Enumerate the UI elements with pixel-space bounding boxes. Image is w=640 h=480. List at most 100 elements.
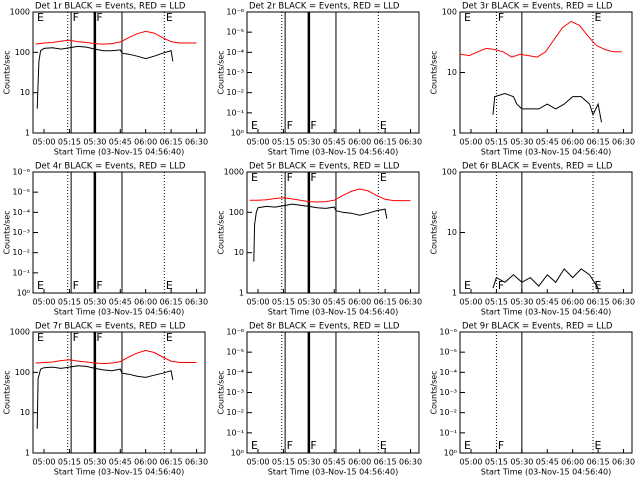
y-tick-label: 10⁻⁴	[12, 208, 30, 217]
flag-label: E	[464, 11, 471, 24]
series-line	[36, 365, 174, 429]
flag-label: F	[310, 439, 316, 452]
flag-label: F	[498, 439, 504, 452]
flag-label: E	[251, 119, 258, 132]
x-tick-label: 06:15	[587, 458, 610, 467]
x-tick-label: 05:15	[272, 298, 295, 307]
x-tick-label: 05:15	[58, 298, 81, 307]
x-tick-label: 06:00	[134, 138, 157, 147]
x-tick-label: 05:30	[510, 458, 533, 467]
chart-title: Det 8r BLACK = Events, RED = LLD	[249, 322, 400, 332]
x-tick-label: 06:00	[134, 298, 157, 307]
x-tick-label: 06:00	[561, 458, 584, 467]
x-tick-label: 06:00	[348, 138, 371, 147]
x-tick-label: 05:15	[485, 298, 508, 307]
series-line	[35, 30, 197, 45]
y-axis-label: Counts/sec	[3, 210, 12, 254]
y-tick-label: 10⁻⁶	[226, 8, 244, 17]
x-tick-label: 05:00	[246, 298, 269, 307]
flag-label: F	[73, 11, 79, 24]
y-axis-label: Counts/sec	[3, 370, 12, 414]
x-tick-label: 05:30	[83, 298, 106, 307]
x-tick-label: 05:45	[536, 298, 559, 307]
y-tick-label: 10⁻⁴	[226, 368, 244, 377]
x-tick-label: 06:15	[374, 458, 397, 467]
x-tick-label: 05:30	[297, 298, 320, 307]
x-tick-label: 06:15	[160, 138, 183, 147]
y-tick-label: 10⁻⁶	[12, 168, 30, 177]
y-axis-label: Counts/sec	[430, 370, 439, 414]
plot-frame	[459, 171, 633, 294]
y-tick-label: 100	[15, 48, 30, 57]
chart-title: Det 9r BLACK = Events, RED = LLD	[462, 322, 613, 332]
flag-label: F	[73, 279, 79, 292]
y-tick-label: 10⁰	[17, 289, 30, 298]
series-line	[492, 92, 602, 123]
y-tick-label: 1	[239, 289, 244, 298]
flag-label: F	[310, 119, 316, 132]
y-tick-label: 1000	[10, 8, 30, 17]
x-tick-label: 05:45	[323, 138, 346, 147]
flag-label: F	[96, 11, 102, 24]
x-tick-label: 05:15	[58, 138, 81, 147]
y-tick-label: 10	[234, 248, 244, 257]
flag-label: E	[166, 11, 173, 24]
flag-label: E	[166, 331, 173, 344]
x-tick-label: 05:30	[510, 138, 533, 147]
series-line	[460, 20, 622, 58]
flag-label: E	[464, 279, 471, 292]
x-tick-label: 05:45	[323, 298, 346, 307]
x-tick-label: 05:30	[297, 138, 320, 147]
y-tick-label: 1000	[10, 328, 30, 337]
plot-frame	[459, 11, 633, 134]
y-tick-label: 10⁻⁶	[226, 328, 244, 337]
x-tick-label: 05:45	[536, 458, 559, 467]
x-tick-label: 05:45	[323, 458, 346, 467]
y-tick-label: 10	[447, 68, 457, 77]
y-tick-label: 10⁻³	[226, 388, 244, 397]
y-tick-label: 1	[452, 129, 457, 138]
flag-label: E	[464, 439, 471, 452]
y-axis-label: Counts/sec	[430, 210, 439, 254]
flag-label: F	[287, 439, 293, 452]
y-tick-label: 10⁰	[231, 129, 244, 138]
flag-label: F	[96, 279, 102, 292]
chart-title: Det 3r BLACK = Events, RED = LLD	[462, 2, 613, 12]
plot-frame	[459, 331, 633, 454]
y-axis-label: Counts/sec	[430, 50, 439, 94]
flag-label: F	[96, 331, 102, 344]
x-tick-label: 05:45	[109, 138, 132, 147]
x-axis-label: Start Time (03-Nov-15 04:56:40)	[481, 308, 611, 317]
chart-title: Det 4r BLACK = Events, RED = LLD	[35, 162, 186, 172]
x-tick-label: 06:30	[185, 138, 208, 147]
chart-title: Det 1r BLACK = Events, RED = LLD	[35, 2, 186, 12]
x-tick-label: 05:00	[459, 298, 482, 307]
plot-frame	[32, 331, 206, 454]
x-tick-label: 05:00	[32, 298, 55, 307]
x-tick-label: 06:15	[374, 138, 397, 147]
x-tick-label: 06:15	[374, 298, 397, 307]
x-axis-label: Start Time (03-Nov-15 04:56:40)	[268, 308, 398, 317]
y-tick-label: 10⁻⁵	[12, 188, 30, 197]
y-tick-label: 10⁻³	[439, 388, 457, 397]
y-tick-label: 1000	[224, 168, 244, 177]
y-axis-label: Counts/sec	[217, 370, 226, 414]
y-tick-label: 10⁻⁶	[439, 328, 457, 337]
x-tick-label: 05:30	[83, 458, 106, 467]
flag-label: E	[380, 119, 387, 132]
y-tick-label: 10	[447, 228, 457, 237]
chart-title: Det 6r BLACK = Events, RED = LLD	[462, 162, 613, 172]
y-tick-label: 10⁻²	[12, 248, 30, 257]
x-tick-label: 05:15	[272, 138, 295, 147]
series-line	[492, 268, 599, 289]
flag-label: F	[310, 171, 316, 184]
x-tick-label: 05:00	[32, 458, 55, 467]
x-tick-label: 06:30	[612, 458, 635, 467]
x-tick-label: 06:00	[134, 458, 157, 467]
x-tick-label: 06:30	[399, 298, 422, 307]
y-tick-label: 10⁰	[444, 449, 457, 458]
y-tick-label: 10⁻⁵	[226, 348, 244, 357]
chart-title: Det 5r BLACK = Events, RED = LLD	[249, 162, 400, 172]
x-tick-label: 05:15	[485, 138, 508, 147]
plot-frame	[246, 331, 420, 454]
